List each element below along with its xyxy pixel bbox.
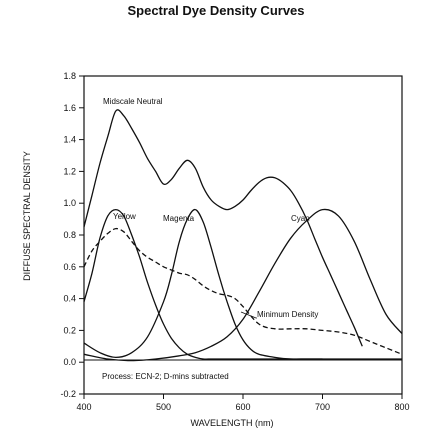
y-tick-label: -0.2 xyxy=(60,389,76,399)
y-tick-label: 0.6 xyxy=(63,262,76,272)
series-line-midscale-neutral xyxy=(83,109,363,347)
y-tick-label: 0.2 xyxy=(63,325,76,335)
midscale-neutral-label: Midscale Neutral xyxy=(103,97,163,106)
x-tick-label: 600 xyxy=(235,402,250,412)
cyan-label: Cyan xyxy=(291,214,310,223)
process-note: Process: ECN-2; D-mins subtracted xyxy=(102,372,229,381)
y-tick-label: 1.6 xyxy=(63,103,76,113)
axis-ticks: 400 500 600 700 800 -0.2 0.0 0.2 0.4 0.6 0.8 1.0 1.2… xyxy=(60,71,409,412)
y-axis-label: DIFFUSE SPECTRAL DENSITY xyxy=(22,151,32,281)
x-tick-label: 400 xyxy=(76,402,91,412)
y-tick-label: 0.8 xyxy=(63,230,76,240)
series-line-yellow xyxy=(83,208,402,360)
magenta-label: Magenta xyxy=(163,214,195,223)
y-tick-label: 0.4 xyxy=(63,294,76,304)
y-tick-label: 1.4 xyxy=(63,135,76,145)
x-tick-label: 700 xyxy=(315,402,330,412)
y-tick-label: 1.2 xyxy=(63,166,76,176)
y-tick-label: 0.0 xyxy=(63,357,76,367)
series-line-minimum-density xyxy=(83,227,403,355)
annotations: Midscale Neutral Yellow Magenta Cyan Min… xyxy=(84,97,402,381)
chart-title: Spectral Dye Density Curves xyxy=(127,3,304,18)
minimum-density-label: Minimum Density xyxy=(257,310,318,319)
x-axis-label: WAVELENGTH (nm) xyxy=(190,418,273,428)
y-tick-label: 1.0 xyxy=(63,198,76,208)
y-tick-label: 1.8 xyxy=(63,71,76,81)
x-tick-label: 500 xyxy=(156,402,171,412)
minimum-density-leader xyxy=(240,311,257,319)
series-line-magenta xyxy=(83,208,323,360)
x-tick-label: 800 xyxy=(394,402,409,412)
series-line-cyan xyxy=(83,208,403,362)
yellow-label: Yellow xyxy=(113,212,136,221)
series-lines xyxy=(83,109,403,362)
